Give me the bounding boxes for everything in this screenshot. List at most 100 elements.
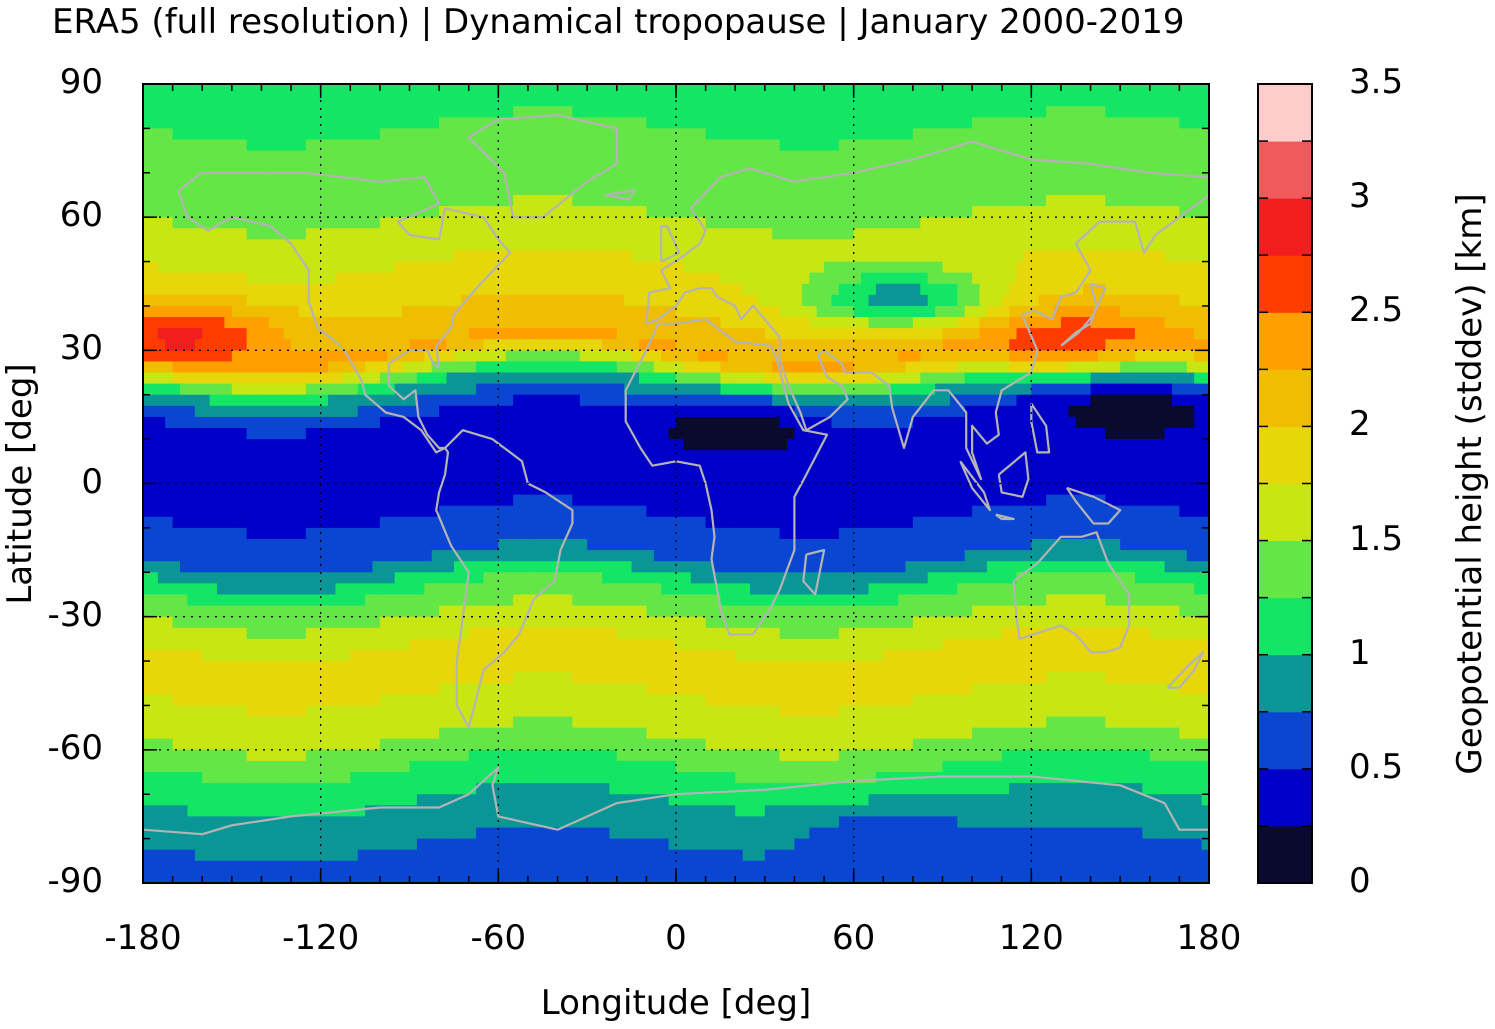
- heatmap-cell: [320, 372, 329, 385]
- heatmap-cell: [542, 161, 551, 174]
- heatmap-cell: [209, 405, 218, 418]
- heatmap-cell: [668, 272, 677, 285]
- heatmap-cell: [483, 183, 492, 196]
- heatmap-cell: [350, 139, 359, 152]
- heatmap-cell: [683, 217, 692, 229]
- heatmap-cell: [861, 428, 870, 440]
- heatmap-cell: [550, 206, 559, 218]
- heatmap-cell: [898, 250, 907, 263]
- heatmap-cell: [787, 183, 796, 196]
- heatmap-cell: [453, 95, 462, 107]
- heatmap-cell: [750, 139, 759, 152]
- heatmap-cell: [601, 272, 610, 285]
- heatmap-cell: [750, 128, 759, 141]
- heatmap-cell: [1149, 328, 1158, 340]
- heatmap-cell: [1038, 372, 1047, 385]
- heatmap-cell: [1105, 361, 1114, 374]
- heatmap-cell: [1186, 416, 1195, 429]
- heatmap-cell: [624, 405, 633, 418]
- heatmap-cell: [979, 117, 988, 129]
- heatmap-cell: [661, 95, 670, 107]
- heatmap-cell: [387, 283, 396, 296]
- heatmap-cell: [276, 250, 285, 263]
- heatmap-cell: [1164, 450, 1173, 462]
- heatmap-cell: [861, 117, 870, 129]
- heatmap-cell: [498, 194, 507, 207]
- heatmap-cell: [209, 139, 218, 152]
- heatmap-cell: [972, 361, 981, 374]
- heatmap-cell: [801, 128, 810, 141]
- heatmap-cell: [957, 128, 966, 141]
- heatmap-cell: [883, 439, 892, 451]
- heatmap-cell: [520, 228, 529, 240]
- heatmap-cell: [757, 372, 766, 385]
- heatmap-cell: [912, 328, 921, 340]
- heatmap-cell: [520, 139, 529, 152]
- heatmap-cell: [609, 84, 618, 96]
- heatmap-cell: [424, 117, 433, 129]
- heatmap-cell: [550, 339, 559, 351]
- heatmap-cell: [320, 361, 329, 374]
- heatmap-cell: [439, 206, 448, 218]
- heatmap-cell: [157, 217, 166, 229]
- heatmap-cell: [416, 317, 425, 329]
- heatmap-cell: [742, 372, 751, 385]
- heatmap-cell: [572, 328, 581, 340]
- heatmap-cell: [298, 350, 307, 363]
- heatmap-cell: [1097, 339, 1106, 351]
- heatmap-cell: [1186, 394, 1195, 407]
- heatmap-cell: [298, 461, 307, 474]
- heatmap-cell: [816, 106, 825, 118]
- heatmap-cell: [638, 283, 647, 296]
- heatmap-cell: [861, 194, 870, 207]
- heatmap-cell: [231, 372, 240, 385]
- heatmap-cell: [157, 317, 166, 329]
- heatmap-cell: [1031, 372, 1040, 385]
- heatmap-cell: [801, 394, 810, 407]
- heatmap-cell: [557, 439, 566, 451]
- heatmap-cell: [1179, 139, 1188, 152]
- heatmap-cell: [683, 261, 692, 274]
- heatmap-cell: [461, 339, 470, 351]
- heatmap-cell: [202, 439, 211, 451]
- heatmap-cell: [557, 405, 566, 418]
- heatmap-cell: [1149, 128, 1158, 141]
- heatmap-cell: [453, 305, 462, 318]
- heatmap-cell: [676, 439, 685, 451]
- heatmap-cell: [305, 206, 314, 218]
- heatmap-cell: [809, 84, 818, 96]
- heatmap-cell: [979, 439, 988, 451]
- heatmap-cell: [838, 106, 847, 118]
- heatmap-cell: [1127, 128, 1136, 141]
- heatmap-cell: [424, 217, 433, 229]
- heatmap-cell: [1009, 383, 1018, 396]
- heatmap-cell: [631, 128, 640, 141]
- heatmap-cell: [387, 361, 396, 374]
- heatmap-cell: [875, 394, 884, 407]
- heatmap-cell: [180, 339, 189, 351]
- heatmap-cell: [513, 150, 522, 163]
- heatmap-cell: [713, 339, 722, 351]
- heatmap-cell: [1179, 361, 1188, 374]
- heatmap-cell: [831, 272, 840, 285]
- heatmap-cell: [949, 117, 958, 129]
- heatmap-cell: [668, 283, 677, 296]
- heatmap-cell: [824, 106, 833, 118]
- heatmap-cell: [490, 95, 499, 107]
- heatmap-cell: [283, 95, 292, 107]
- heatmap-cell: [335, 450, 344, 462]
- heatmap-cell: [698, 350, 707, 363]
- heatmap-cell: [268, 95, 277, 107]
- heatmap-cell: [927, 328, 936, 340]
- heatmap-cell: [1083, 272, 1092, 285]
- heatmap-cell: [1009, 194, 1018, 207]
- heatmap-cell: [676, 161, 685, 174]
- heatmap-cell: [157, 428, 166, 440]
- heatmap-cell: [1112, 450, 1121, 462]
- heatmap-cell: [453, 328, 462, 340]
- heatmap-cell: [150, 328, 159, 340]
- heatmap-cell: [557, 228, 566, 240]
- heatmap-cell: [187, 339, 196, 351]
- heatmap-cell: [779, 261, 788, 274]
- heatmap-cell: [920, 305, 929, 318]
